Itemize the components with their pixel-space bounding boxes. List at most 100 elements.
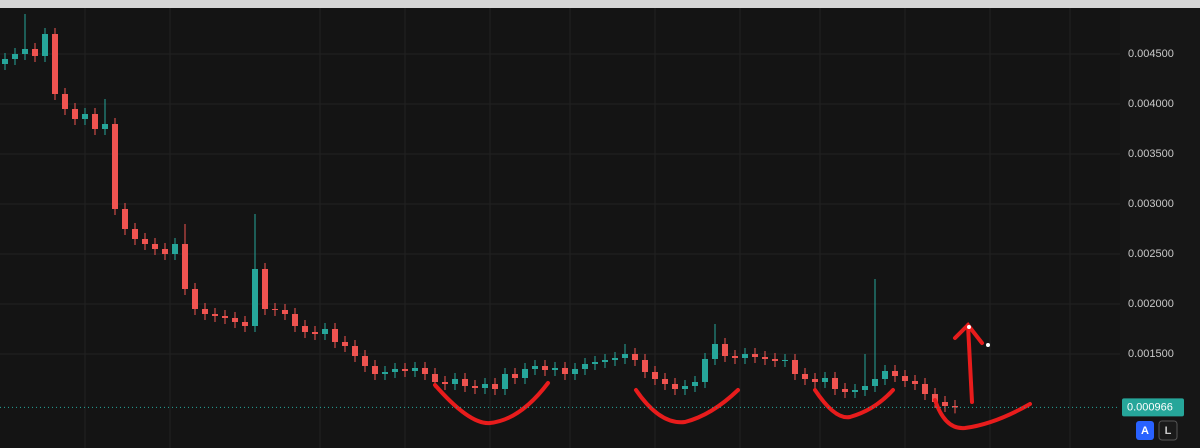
candle-body: [322, 329, 328, 334]
candle-body: [402, 369, 408, 371]
annotation-dot: [986, 343, 990, 347]
candle-body: [912, 381, 918, 384]
candle-body: [242, 322, 248, 326]
candle-body: [502, 374, 508, 389]
candle-body: [372, 366, 378, 374]
candle-body: [192, 289, 198, 309]
candle-body: [482, 384, 488, 388]
candle-body: [302, 326, 308, 332]
last-price-label: 0.000966: [1127, 401, 1173, 413]
y-tick-label: 0.003500: [1128, 148, 1174, 160]
annotation-dot: [967, 325, 971, 329]
candle-body: [352, 346, 358, 356]
candle-body: [202, 309, 208, 314]
log-button[interactable]: [1158, 420, 1178, 441]
candle-body: [942, 402, 948, 406]
candle-body: [852, 390, 858, 392]
candle-body: [812, 379, 818, 382]
candle-body: [872, 379, 878, 386]
candle-body: [312, 332, 318, 334]
candle-body: [82, 114, 88, 119]
candle-body: [412, 368, 418, 371]
log-label[interactable]: L: [1165, 425, 1172, 437]
candle-body: [452, 379, 458, 384]
candle-body: [722, 344, 728, 356]
candle-body: [952, 406, 958, 408]
candle-body: [72, 109, 78, 119]
candle-body: [12, 54, 18, 59]
candle-body: [702, 359, 708, 382]
candle-body: [282, 310, 288, 314]
candle-body: [252, 269, 258, 326]
candle-body: [22, 49, 28, 54]
y-tick-label: 0.004500: [1128, 48, 1174, 60]
auto-label[interactable]: A: [1141, 425, 1149, 437]
candle-body: [652, 372, 658, 379]
candle-body: [712, 344, 718, 359]
candle-body: [802, 374, 808, 379]
candle-body: [362, 356, 368, 366]
candle-body: [292, 314, 298, 326]
candle-body: [532, 366, 538, 369]
y-tick-label: 0.002000: [1128, 298, 1174, 310]
y-tick-label: 0.001500: [1128, 348, 1174, 360]
candle-body: [562, 368, 568, 374]
candle-body: [742, 354, 748, 358]
candle-body: [92, 114, 98, 129]
candle-body: [932, 394, 938, 402]
y-tick-label: 0.003000: [1128, 198, 1174, 210]
candle-body: [152, 244, 158, 249]
candle-body: [782, 360, 788, 361]
candle-body: [52, 34, 58, 94]
grid: [0, 53, 1120, 355]
candle-body: [512, 374, 518, 378]
candle-body: [542, 366, 548, 370]
candle-body: [172, 244, 178, 254]
candle-body: [272, 309, 278, 310]
candle-body: [552, 368, 558, 370]
candles: [2, 14, 958, 414]
candle-body: [442, 382, 448, 384]
candle-body: [822, 378, 828, 382]
candle-body: [842, 389, 848, 392]
candle-body: [222, 316, 228, 318]
candle-body: [232, 318, 238, 322]
candle-body: [332, 329, 338, 342]
candle-body: [632, 354, 638, 360]
candle-body: [392, 369, 398, 372]
candle-body: [682, 386, 688, 389]
candle-body: [582, 364, 588, 369]
candle-body: [762, 357, 768, 359]
candle-body: [732, 356, 738, 358]
candle-body: [102, 124, 108, 129]
candle-body: [122, 209, 128, 229]
candle-body: [262, 269, 268, 309]
candle-body: [432, 374, 438, 382]
candle-body: [892, 371, 898, 376]
y-tick-label: 0.004000: [1128, 98, 1174, 110]
candle-body: [212, 314, 218, 316]
candle-body: [882, 371, 888, 379]
candle-body: [832, 378, 838, 389]
candle-body: [382, 372, 388, 374]
candle-body: [182, 244, 188, 289]
candle-body: [692, 382, 698, 386]
candle-body: [32, 49, 38, 56]
plot-area: [0, 8, 1120, 448]
candle-body: [642, 360, 648, 372]
candle-body: [62, 94, 68, 109]
auto-button[interactable]: [1136, 421, 1154, 440]
candle-body: [752, 354, 758, 357]
candle-body: [922, 384, 928, 394]
candle-body: [342, 342, 348, 346]
candle-body: [462, 379, 468, 386]
candle-body: [132, 229, 138, 239]
candle-body: [572, 369, 578, 374]
price-axis: [1120, 8, 1200, 448]
candle-body: [792, 360, 798, 374]
candle-body: [672, 384, 678, 389]
candle-body: [162, 249, 168, 254]
candle-body: [422, 368, 428, 374]
